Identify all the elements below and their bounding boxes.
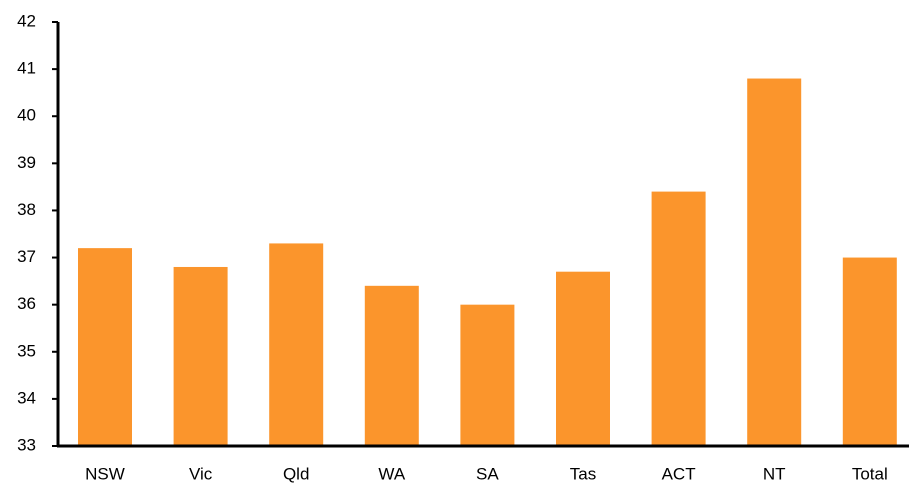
x-tick-label: SA [476, 464, 499, 483]
y-tick-label: 37 [17, 247, 36, 266]
y-tick-label: 42 [17, 11, 36, 30]
x-tick-label: ACT [662, 464, 696, 483]
x-tick-label: NT [763, 464, 786, 483]
x-tick-label: Total [852, 464, 888, 483]
y-tick-label: 33 [17, 435, 36, 454]
x-tick-label: Tas [570, 464, 596, 483]
x-tick-label: Vic [189, 464, 213, 483]
bar [460, 304, 515, 446]
y-tick-label: 38 [17, 200, 36, 219]
x-tick-label: WA [378, 464, 405, 483]
y-tick-label: 40 [17, 106, 36, 125]
bar [269, 243, 324, 446]
bar [747, 78, 802, 447]
y-tick-label: 34 [17, 388, 36, 407]
y-tick-label: 41 [17, 59, 36, 78]
bar [556, 271, 610, 446]
bar [651, 191, 706, 446]
x-tick-label: NSW [85, 464, 125, 483]
bar [78, 248, 132, 446]
y-tick-label: 35 [17, 341, 36, 360]
x-tick-label: Qld [283, 464, 309, 483]
bar [364, 285, 419, 446]
bar [173, 266, 228, 446]
bar [842, 257, 897, 446]
y-tick-label: 39 [17, 153, 36, 172]
y-tick-label: 36 [17, 294, 36, 313]
